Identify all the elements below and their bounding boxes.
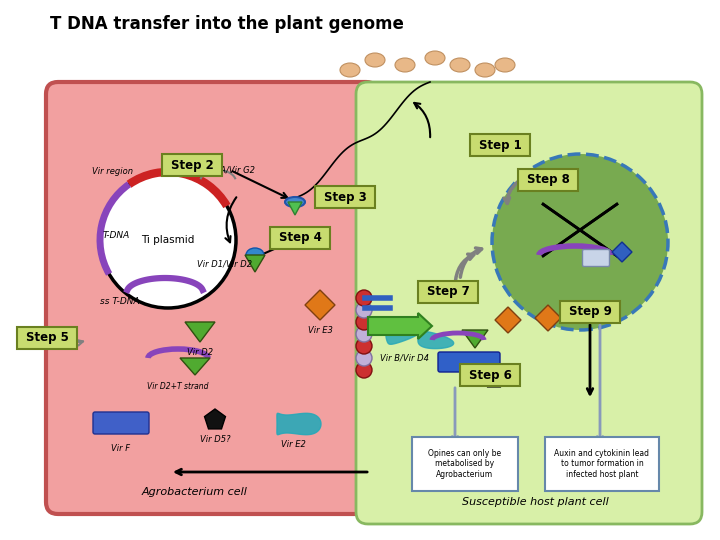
Text: Agrobacterium cell: Agrobacterium cell bbox=[142, 487, 248, 497]
FancyBboxPatch shape bbox=[93, 412, 149, 434]
Text: Vir B/Vir D4: Vir B/Vir D4 bbox=[380, 354, 429, 362]
Text: T-DNA: T-DNA bbox=[103, 231, 130, 240]
Text: Vir D2: Vir D2 bbox=[187, 348, 213, 357]
FancyArrow shape bbox=[368, 313, 432, 339]
Text: Ti plasmid: Ti plasmid bbox=[141, 235, 194, 245]
Polygon shape bbox=[185, 322, 215, 342]
FancyBboxPatch shape bbox=[460, 364, 520, 386]
FancyBboxPatch shape bbox=[315, 186, 375, 208]
Text: Vir E2: Vir E2 bbox=[281, 440, 305, 449]
Text: Vir D1/Vir D2: Vir D1/Vir D2 bbox=[197, 260, 253, 268]
Ellipse shape bbox=[495, 58, 515, 72]
Polygon shape bbox=[204, 409, 225, 429]
Text: Vir region: Vir region bbox=[92, 167, 133, 177]
Text: Vir D5?: Vir D5? bbox=[199, 435, 230, 444]
Circle shape bbox=[356, 326, 372, 342]
Text: Auxin and cytokinin lead
to tumor formation in
infected host plant: Auxin and cytokinin lead to tumor format… bbox=[554, 449, 649, 479]
Polygon shape bbox=[495, 307, 521, 333]
Circle shape bbox=[100, 172, 236, 308]
Polygon shape bbox=[180, 358, 210, 375]
Text: Opines can only be
metabolised by
Agrobacterium: Opines can only be metabolised by Agroba… bbox=[428, 449, 502, 479]
Text: Step 9: Step 9 bbox=[569, 306, 611, 319]
Circle shape bbox=[356, 314, 372, 330]
FancyBboxPatch shape bbox=[470, 134, 530, 156]
FancyBboxPatch shape bbox=[46, 82, 378, 514]
FancyBboxPatch shape bbox=[438, 352, 500, 372]
Polygon shape bbox=[535, 305, 561, 331]
Polygon shape bbox=[288, 202, 302, 215]
Polygon shape bbox=[612, 242, 632, 262]
Text: Vir F: Vir F bbox=[112, 444, 130, 453]
Circle shape bbox=[356, 302, 372, 318]
Ellipse shape bbox=[450, 58, 470, 72]
FancyBboxPatch shape bbox=[17, 327, 77, 349]
Text: Vir A/Vir G2: Vir A/Vir G2 bbox=[205, 165, 254, 174]
FancyBboxPatch shape bbox=[412, 437, 518, 491]
Ellipse shape bbox=[475, 63, 495, 77]
Ellipse shape bbox=[246, 248, 264, 262]
Polygon shape bbox=[462, 330, 488, 348]
Text: Step 2: Step 2 bbox=[171, 159, 213, 172]
Ellipse shape bbox=[340, 63, 360, 77]
Circle shape bbox=[356, 350, 372, 366]
Text: Step 6: Step 6 bbox=[469, 368, 511, 381]
Circle shape bbox=[492, 154, 668, 330]
Polygon shape bbox=[484, 367, 505, 387]
Text: Step 1: Step 1 bbox=[479, 138, 521, 152]
FancyBboxPatch shape bbox=[582, 249, 610, 267]
FancyBboxPatch shape bbox=[418, 281, 478, 303]
FancyBboxPatch shape bbox=[560, 301, 620, 323]
FancyBboxPatch shape bbox=[545, 437, 659, 491]
Polygon shape bbox=[386, 326, 421, 345]
Polygon shape bbox=[277, 413, 321, 435]
Text: Step 4: Step 4 bbox=[279, 232, 321, 245]
Polygon shape bbox=[305, 290, 335, 320]
Text: Vir D2+T strand: Vir D2+T strand bbox=[148, 382, 209, 391]
Text: Step 3: Step 3 bbox=[323, 191, 366, 204]
Text: Step 7: Step 7 bbox=[427, 286, 469, 299]
Circle shape bbox=[356, 362, 372, 378]
Circle shape bbox=[356, 338, 372, 354]
Text: ss T-DNA: ss T-DNA bbox=[100, 298, 140, 307]
FancyBboxPatch shape bbox=[270, 227, 330, 249]
Polygon shape bbox=[418, 332, 454, 349]
FancyBboxPatch shape bbox=[162, 154, 222, 176]
Text: T DNA transfer into the plant genome: T DNA transfer into the plant genome bbox=[50, 15, 404, 33]
Text: Step 5: Step 5 bbox=[26, 332, 68, 345]
Circle shape bbox=[356, 290, 372, 306]
FancyBboxPatch shape bbox=[356, 82, 702, 524]
Ellipse shape bbox=[425, 51, 445, 65]
Text: Susceptible host plant cell: Susceptible host plant cell bbox=[462, 497, 608, 507]
Polygon shape bbox=[245, 255, 265, 272]
Ellipse shape bbox=[395, 58, 415, 72]
Ellipse shape bbox=[365, 53, 385, 67]
FancyBboxPatch shape bbox=[518, 169, 578, 191]
Text: Step 8: Step 8 bbox=[526, 173, 570, 186]
Ellipse shape bbox=[285, 197, 305, 207]
Text: Vir E3: Vir E3 bbox=[307, 326, 333, 335]
